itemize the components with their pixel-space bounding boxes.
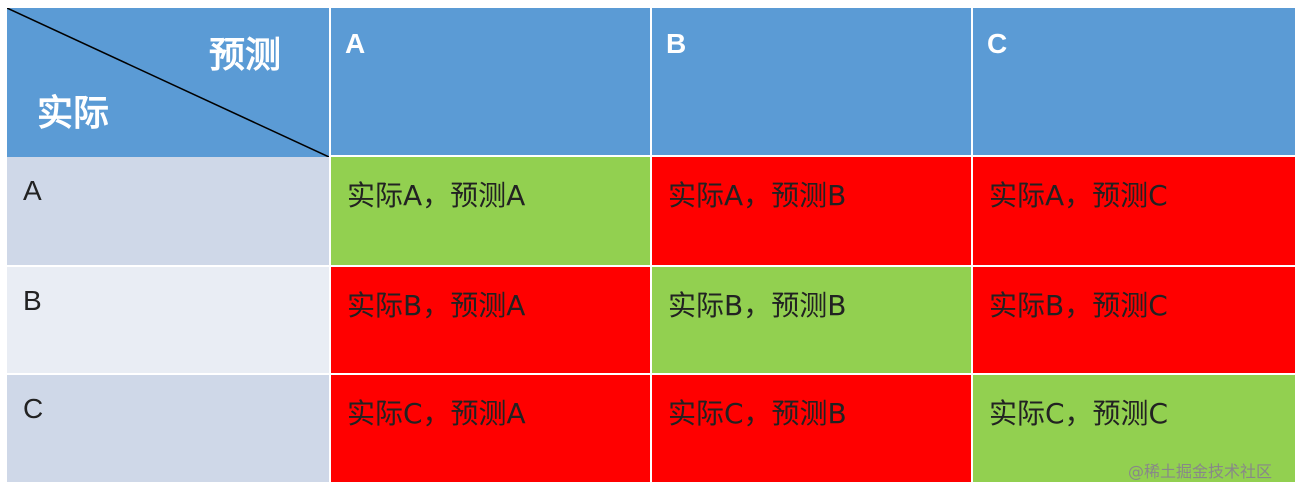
- column-axis-label: 预测: [209, 35, 282, 76]
- matrix-cell: 实际B，预测B: [652, 267, 971, 373]
- matrix-cell: 实际C，预测C: [973, 375, 1295, 482]
- matrix-cell: 实际C，预测B: [652, 375, 971, 482]
- row-header: B: [7, 267, 329, 373]
- matrix-cell: 实际A，预测C: [973, 157, 1295, 265]
- corner-cell: 预测 实际: [7, 8, 329, 157]
- column-header: B: [652, 8, 971, 155]
- corner-diagonal: [7, 8, 329, 157]
- row-header: A: [7, 157, 329, 265]
- column-header: A: [331, 8, 650, 155]
- matrix-cell: 实际B，预测C: [973, 267, 1295, 373]
- matrix-cell: 实际A，预测A: [331, 157, 650, 265]
- column-header: C: [973, 8, 1295, 155]
- row-header: C: [7, 375, 329, 482]
- matrix-cell: 实际C，预测A: [331, 375, 650, 482]
- row-axis-label: 实际: [37, 93, 110, 134]
- matrix-cell: 实际B，预测A: [331, 267, 650, 373]
- watermark: @稀土掘金技术社区: [1128, 462, 1273, 481]
- matrix-cell: 实际A，预测B: [652, 157, 971, 265]
